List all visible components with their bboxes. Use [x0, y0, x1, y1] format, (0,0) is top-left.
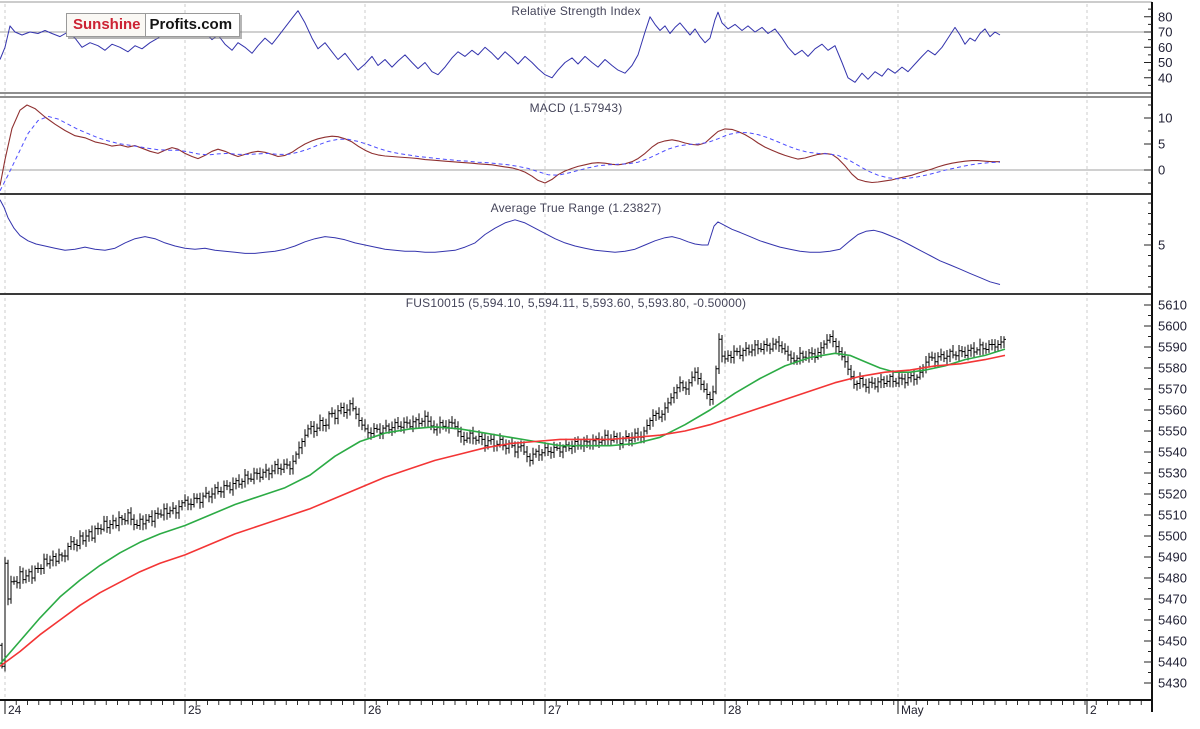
price-y-tick-label: 5590: [1158, 340, 1187, 355]
price-y-tick-label: 5610: [1158, 298, 1187, 313]
sunshineprofits-logo: Sunshine Profits.com: [66, 13, 241, 37]
rsi-y-tick-label: 60: [1158, 40, 1172, 55]
macd-y-tick-label: 0: [1158, 163, 1165, 178]
price-ma-slow-line: [0, 354, 1006, 667]
price-y-tick-label: 5600: [1158, 319, 1187, 334]
price-y-tick-label: 5520: [1158, 487, 1187, 502]
price-y-tick-label: 5550: [1158, 424, 1187, 439]
price-y-tick-label: 5510: [1158, 508, 1187, 523]
macd-signal-line: [0, 115, 1001, 192]
price-y-tick-label: 5560: [1158, 403, 1187, 418]
rsi-y-tick-label: 50: [1158, 55, 1172, 70]
price-y-tick-label: 5490: [1158, 550, 1187, 565]
logo-sunshine-text: Sunshine: [67, 14, 146, 36]
price-ma-fast-line: [0, 348, 1006, 665]
rsi-y-tick-label: 40: [1158, 70, 1172, 85]
x-axis-label: 24: [8, 703, 22, 717]
rsi-y-tick-label: 80: [1158, 9, 1172, 24]
atr-atr-line: [0, 199, 1001, 285]
price-y-tick-label: 5460: [1158, 613, 1187, 628]
price-y-tick-label: 5440: [1158, 655, 1187, 670]
x-axis-label: 25: [188, 703, 202, 717]
atr-y-tick-label: 5: [1158, 238, 1165, 253]
price-y-tick-label: 5450: [1158, 634, 1187, 649]
x-axis-label: 28: [728, 703, 742, 717]
ohlc-bars: [0, 330, 1006, 672]
logo-profits-text: Profits.com: [149, 16, 233, 33]
price-y-tick-label: 5530: [1158, 466, 1187, 481]
macd-y-tick-label: 5: [1158, 137, 1165, 152]
macd-y-tick-label: 10: [1158, 111, 1172, 126]
macd-macd-line: [0, 104, 1000, 186]
price-y-tick-label: 5480: [1158, 571, 1187, 586]
price-y-tick-label: 5430: [1158, 676, 1187, 691]
x-axis-label: 27: [548, 703, 562, 717]
price-y-tick-label: 5570: [1158, 382, 1187, 397]
price-y-tick-label: 5500: [1158, 529, 1187, 544]
price-y-tick-label: 5540: [1158, 445, 1187, 460]
price-y-tick-label: 5470: [1158, 592, 1187, 607]
x-axis-label: May: [901, 703, 924, 717]
x-axis-label: 26: [368, 703, 382, 717]
rsi-y-tick-label: 70: [1158, 25, 1172, 40]
price-y-tick-label: 5580: [1158, 361, 1187, 376]
x-axis-label: 2: [1090, 703, 1097, 717]
